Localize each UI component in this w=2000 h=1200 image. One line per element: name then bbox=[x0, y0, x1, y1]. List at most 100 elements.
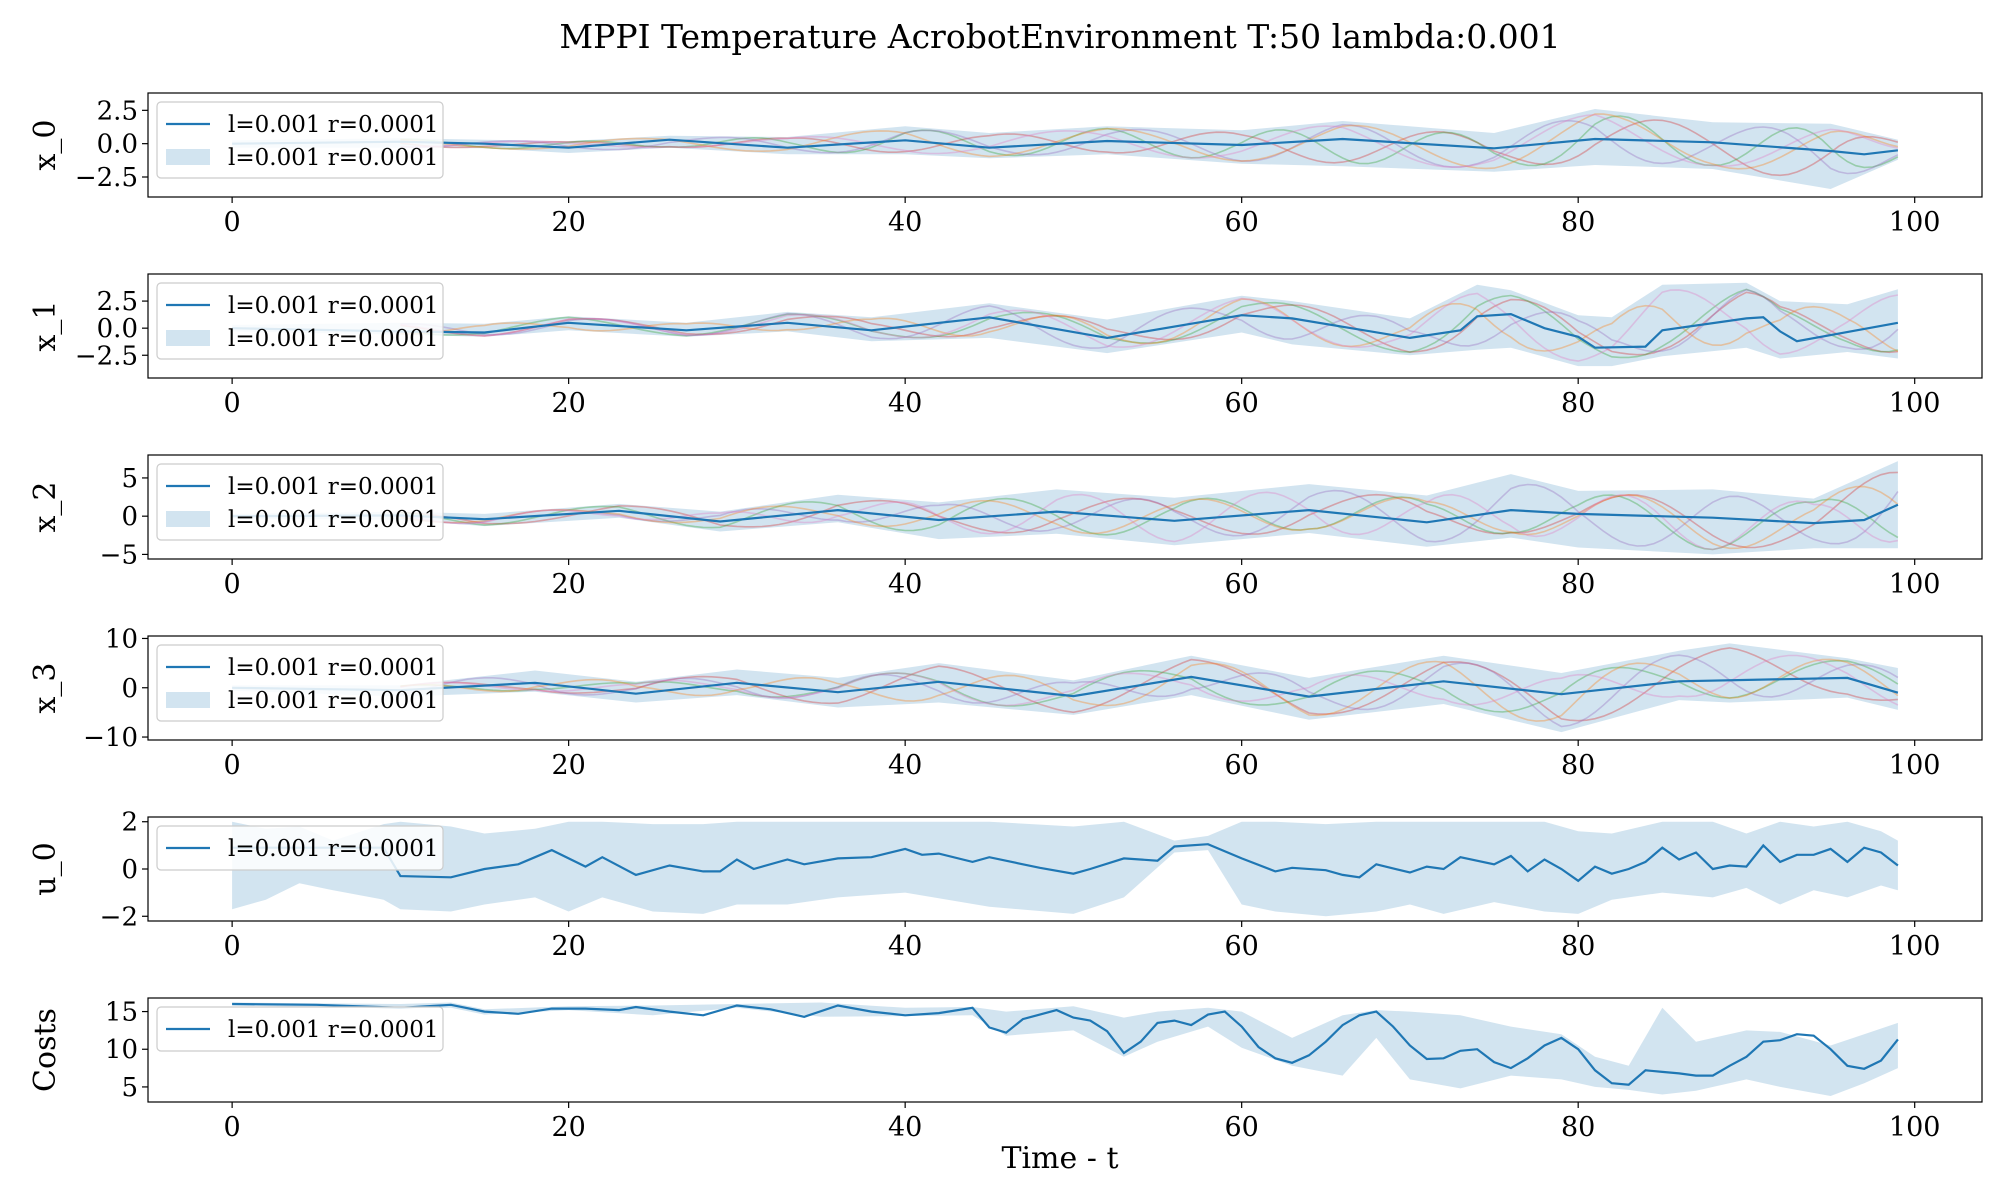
subplot-x1: −2.50.02.5 0 20 40 60 80 100 x_1 l=0.001 r=0.000… bbox=[28, 273, 1983, 419]
sample-trajectory-x3 bbox=[400, 647, 1898, 722]
xtick-label-costs: 100 bbox=[1889, 1112, 1941, 1143]
y-axis-label-u0: u_0 bbox=[28, 842, 63, 895]
xtick-label-x0: 40 bbox=[888, 207, 922, 238]
legend-label-band-x1: l=0.001 r=0.0001 bbox=[228, 326, 439, 352]
sample-trajectory-x2 bbox=[400, 494, 1899, 551]
plot-area-x2 bbox=[232, 461, 1899, 555]
sample-trajectory-x0 bbox=[400, 113, 1899, 170]
xtick-label-x3: 60 bbox=[1224, 750, 1258, 781]
xtick-label-x1: 60 bbox=[1224, 388, 1258, 419]
legend-box-x0 bbox=[156, 101, 444, 179]
sample-trajectory-x1 bbox=[400, 291, 1898, 356]
legend-box-x2 bbox=[156, 463, 444, 541]
ytick-label-x1: 2.5 bbox=[97, 287, 138, 317]
mean-line-u0 bbox=[232, 843, 1899, 883]
legend-band-swatch-x3 bbox=[166, 692, 210, 708]
legend-label-mean-x0: l=0.001 r=0.0001 bbox=[228, 112, 439, 138]
xtick-label-x0: 60 bbox=[1224, 207, 1258, 238]
legend-label-mean-u0: l=0.001 r=0.0001 bbox=[228, 836, 439, 862]
xtick-label-u0: 20 bbox=[551, 931, 585, 962]
mean-line-costs bbox=[232, 1002, 1899, 1086]
y-axis-label-costs: Costs bbox=[28, 1008, 63, 1092]
ytick-label-x0: 0.0 bbox=[97, 130, 138, 160]
legend-label-band-x3: l=0.001 r=0.0001 bbox=[228, 688, 439, 714]
legend-label-mean-costs: l=0.001 r=0.0001 bbox=[228, 1017, 439, 1043]
sample-trajectory-x2 bbox=[400, 491, 1899, 551]
sample-trajectory-x2 bbox=[400, 485, 1899, 550]
xtick-label-costs: 40 bbox=[888, 1112, 922, 1143]
sample-trajectory-x0 bbox=[400, 119, 1899, 177]
legend-box-x3 bbox=[156, 644, 444, 722]
xtick-label-u0: 40 bbox=[888, 931, 922, 962]
axes-frame-costs bbox=[147, 997, 1983, 1103]
sample-trajectory-x0 bbox=[400, 115, 1899, 169]
ytick-label-x2: −5 bbox=[100, 540, 138, 570]
legend-band-swatch-x2 bbox=[166, 511, 210, 527]
band-x2 bbox=[232, 461, 1898, 555]
ytick-label-u0: 0 bbox=[121, 855, 138, 885]
xtick-label-x3: 40 bbox=[888, 750, 922, 781]
band-x1 bbox=[232, 282, 1898, 367]
plot-area-x3 bbox=[232, 643, 1899, 733]
ytick-label-x2: 5 bbox=[121, 464, 138, 494]
ytick-label-u0: 2 bbox=[121, 808, 138, 838]
plot-area-costs bbox=[232, 1002, 1899, 1096]
legend-x2: l=0.001 r=0.0001 l=0.001 r=0.0001 bbox=[156, 463, 444, 541]
sample-trajectory-x0 bbox=[400, 119, 1899, 175]
mean-line-x3 bbox=[232, 675, 1899, 698]
legend-box-u0 bbox=[156, 825, 444, 871]
plot-area-x0 bbox=[232, 109, 1899, 189]
ytick-label-x1: 0.0 bbox=[97, 314, 138, 344]
y-axis-label-x1: x_1 bbox=[28, 300, 63, 351]
xtick-label-costs: 20 bbox=[551, 1112, 585, 1143]
xtick-label-x0: 100 bbox=[1889, 207, 1941, 238]
sample-trajectory-x1 bbox=[400, 288, 1899, 359]
mean-line-x0 bbox=[232, 137, 1899, 156]
xtick-label-x2: 0 bbox=[224, 569, 241, 600]
band-x0 bbox=[232, 109, 1898, 189]
legend-band-swatch-x1 bbox=[166, 330, 210, 346]
sample-trajectory-x1 bbox=[400, 298, 1899, 353]
ytick-label-x1: −2.5 bbox=[75, 341, 138, 371]
xtick-label-x3: 80 bbox=[1561, 750, 1595, 781]
xtick-label-costs: 0 bbox=[224, 1112, 241, 1143]
xtick-label-x1: 40 bbox=[888, 388, 922, 419]
figure-title: MPPI Temperature AcrobotEnvironment T:50… bbox=[559, 17, 1560, 56]
legend-box-x1 bbox=[156, 282, 444, 360]
x-axis-label: Time - t bbox=[1001, 1141, 1118, 1176]
legend-x3: l=0.001 r=0.0001 l=0.001 r=0.0001 bbox=[156, 644, 444, 722]
xtick-label-x3: 100 bbox=[1889, 750, 1941, 781]
y-axis-label-x0: x_0 bbox=[28, 119, 63, 170]
band-x3 bbox=[232, 643, 1898, 733]
legend-u0: l=0.001 r=0.0001 bbox=[156, 825, 444, 871]
xtick-label-x1: 100 bbox=[1889, 388, 1941, 419]
ytick-label-costs: 5 bbox=[121, 1073, 138, 1103]
legend-band-swatch-x0 bbox=[166, 149, 210, 165]
xtick-label-x1: 0 bbox=[224, 388, 241, 419]
xtick-label-x0: 0 bbox=[224, 207, 241, 238]
legend-label-mean-x3: l=0.001 r=0.0001 bbox=[228, 655, 439, 681]
xtick-label-x3: 20 bbox=[551, 750, 585, 781]
legend-box-costs bbox=[156, 1006, 444, 1052]
xtick-label-x0: 80 bbox=[1561, 207, 1595, 238]
ytick-label-x3: 10 bbox=[105, 624, 138, 654]
ytick-label-x3: −10 bbox=[83, 723, 138, 753]
mean-line-x2 bbox=[232, 503, 1899, 525]
sample-trajectory-x2 bbox=[400, 483, 1899, 547]
sample-trajectory-x3 bbox=[400, 654, 1899, 728]
xtick-label-x2: 40 bbox=[888, 569, 922, 600]
xtick-label-u0: 60 bbox=[1224, 931, 1258, 962]
y-axis-label-x3: x_3 bbox=[28, 662, 63, 713]
plot-area-u0 bbox=[232, 821, 1899, 917]
xtick-label-costs: 80 bbox=[1561, 1112, 1595, 1143]
xtick-label-u0: 100 bbox=[1889, 931, 1941, 962]
xtick-label-x2: 60 bbox=[1224, 569, 1258, 600]
xtick-label-costs: 60 bbox=[1224, 1112, 1258, 1143]
sample-trajectory-x3 bbox=[400, 658, 1899, 722]
mean-line-x1 bbox=[232, 312, 1899, 349]
